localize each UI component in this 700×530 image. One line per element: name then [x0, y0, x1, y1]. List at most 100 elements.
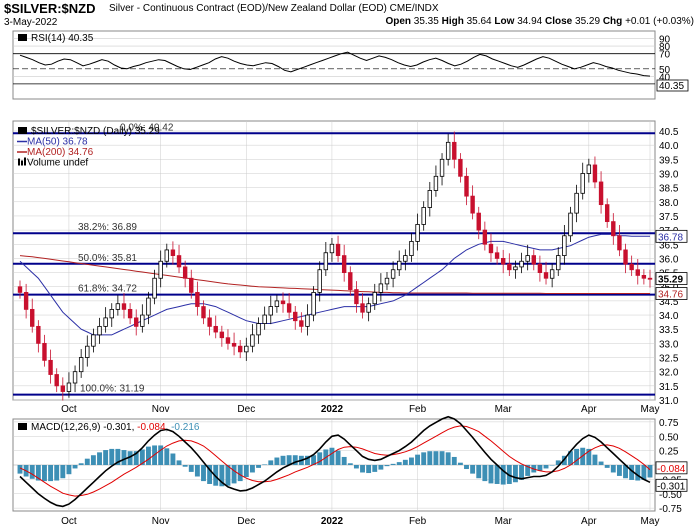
ma200-tag: 34.76 — [658, 290, 683, 301]
candle-body — [592, 164, 598, 183]
price-tick-label: 34.5 — [659, 297, 679, 308]
candlestick — [586, 158, 592, 183]
candle-body — [23, 291, 29, 310]
macd-histogram-bar — [219, 465, 225, 487]
macd-histogram-bar — [396, 462, 402, 465]
candle-body — [103, 317, 108, 327]
candlestick — [543, 261, 549, 285]
price-tick-label: 36.5 — [659, 240, 679, 251]
candle-body — [60, 385, 66, 392]
candlestick — [354, 281, 359, 313]
candlestick — [623, 243, 628, 274]
candlestick — [158, 250, 163, 288]
candlestick — [488, 233, 494, 262]
macd-histogram-bar — [158, 445, 164, 465]
macd-histogram-bar — [262, 464, 268, 465]
candlestick — [109, 303, 114, 327]
macd-histogram-bar — [341, 456, 347, 465]
macd-legend-text: MACD(12,26,9) -0.301, -0.084, -0.216 — [31, 422, 200, 433]
low-label: Low — [494, 16, 515, 27]
candle-body — [293, 311, 298, 322]
candle-body — [54, 374, 59, 387]
candle-body — [384, 277, 390, 285]
candle-body — [427, 190, 433, 208]
candlestick — [48, 349, 53, 384]
candlestick — [568, 206, 573, 242]
candle-body — [641, 275, 647, 279]
price-ticks: 40.540.039.539.038.538.037.537.036.536.0… — [659, 127, 679, 407]
candle-body — [586, 164, 592, 174]
rsi-legend-swatch — [18, 34, 27, 41]
candle-body — [274, 300, 280, 307]
candlestick — [91, 328, 96, 353]
candlestick — [30, 298, 35, 333]
candlestick — [293, 305, 298, 330]
legend-volume-bar — [21, 160, 23, 166]
macd-histogram-bar — [207, 465, 213, 484]
macd-histogram-bar — [286, 455, 292, 465]
candle-body — [182, 266, 188, 279]
macd-histogram-bar — [146, 446, 151, 465]
candlestick — [464, 167, 469, 206]
candlestick — [476, 206, 481, 240]
candle-body — [305, 314, 310, 327]
price-tick-label: 38.5 — [659, 184, 679, 195]
candlestick — [562, 225, 567, 265]
price-tick-label: 40.0 — [659, 141, 679, 152]
candlestick — [299, 312, 304, 333]
candlestick — [537, 255, 543, 282]
candle-body — [647, 277, 653, 280]
macd-histogram-bar — [311, 455, 317, 465]
last-close-tag-box — [655, 272, 688, 285]
candle-body — [348, 272, 353, 290]
candle-body — [617, 235, 622, 251]
candle-body — [268, 306, 273, 316]
macd-histogram-bar — [464, 465, 469, 470]
macd-histogram-bar — [48, 465, 54, 482]
chart-date: 3-May-2022 — [4, 17, 58, 28]
candlestick — [617, 225, 622, 257]
macd-histogram-bar — [427, 451, 433, 465]
candlestick — [201, 300, 206, 325]
macd-histogram-bar — [366, 465, 372, 474]
price-tick-label: 33.0 — [659, 339, 679, 350]
macd-histogram-bar — [445, 452, 451, 465]
candlestick — [513, 260, 518, 279]
candle-body — [152, 277, 157, 299]
macd-histogram-bar — [390, 463, 396, 465]
macd-panel: 0.750.500.250.00-0.25-0.50-0.75 MACD(12,… — [12, 415, 688, 527]
macd-histogram-bar — [586, 448, 592, 465]
macd-histogram-bar — [616, 465, 622, 476]
open-label: Open — [385, 16, 411, 27]
price-legend-entry: $SILVER:$NZD (Daily) 35.29 — [31, 126, 160, 137]
macd-x-label: Mar — [495, 516, 513, 527]
candlestick — [256, 317, 261, 344]
candlestick — [421, 201, 426, 231]
macd-tick-label: -0.50 — [659, 490, 682, 501]
macd-histogram-bar — [72, 465, 78, 469]
macd-histogram-bar — [188, 465, 194, 472]
macd-histogram-bar — [433, 451, 439, 465]
rsi-legend: RSI(14) 40.35 — [18, 33, 94, 44]
candle-body — [213, 325, 218, 333]
candle-body — [97, 325, 102, 336]
macd-tick-label: 0.75 — [659, 418, 679, 429]
price-panel: 40.540.039.539.038.538.037.537.036.536.0… — [12, 120, 688, 415]
rsi-last-tag-box — [656, 79, 689, 92]
candle-body — [140, 314, 145, 327]
close-value: 35.29 — [575, 16, 601, 27]
candle-body — [91, 334, 96, 347]
candle-body — [17, 286, 23, 293]
candle-body — [397, 260, 402, 271]
candlestick — [397, 250, 402, 276]
fibonacci-levels: 0.0%: 40.42 38.2%: 36.89 50.0%: 35.81 61.8%… — [13, 122, 655, 396]
candle-body — [237, 345, 243, 353]
candle-body — [219, 331, 225, 339]
legend-volume-bar — [18, 158, 20, 166]
candlestick — [219, 325, 225, 347]
candlestick — [42, 334, 47, 367]
candle-body — [635, 269, 640, 276]
candlestick — [115, 295, 121, 316]
macd-histogram-bar — [519, 465, 524, 480]
candlestick — [140, 304, 145, 333]
